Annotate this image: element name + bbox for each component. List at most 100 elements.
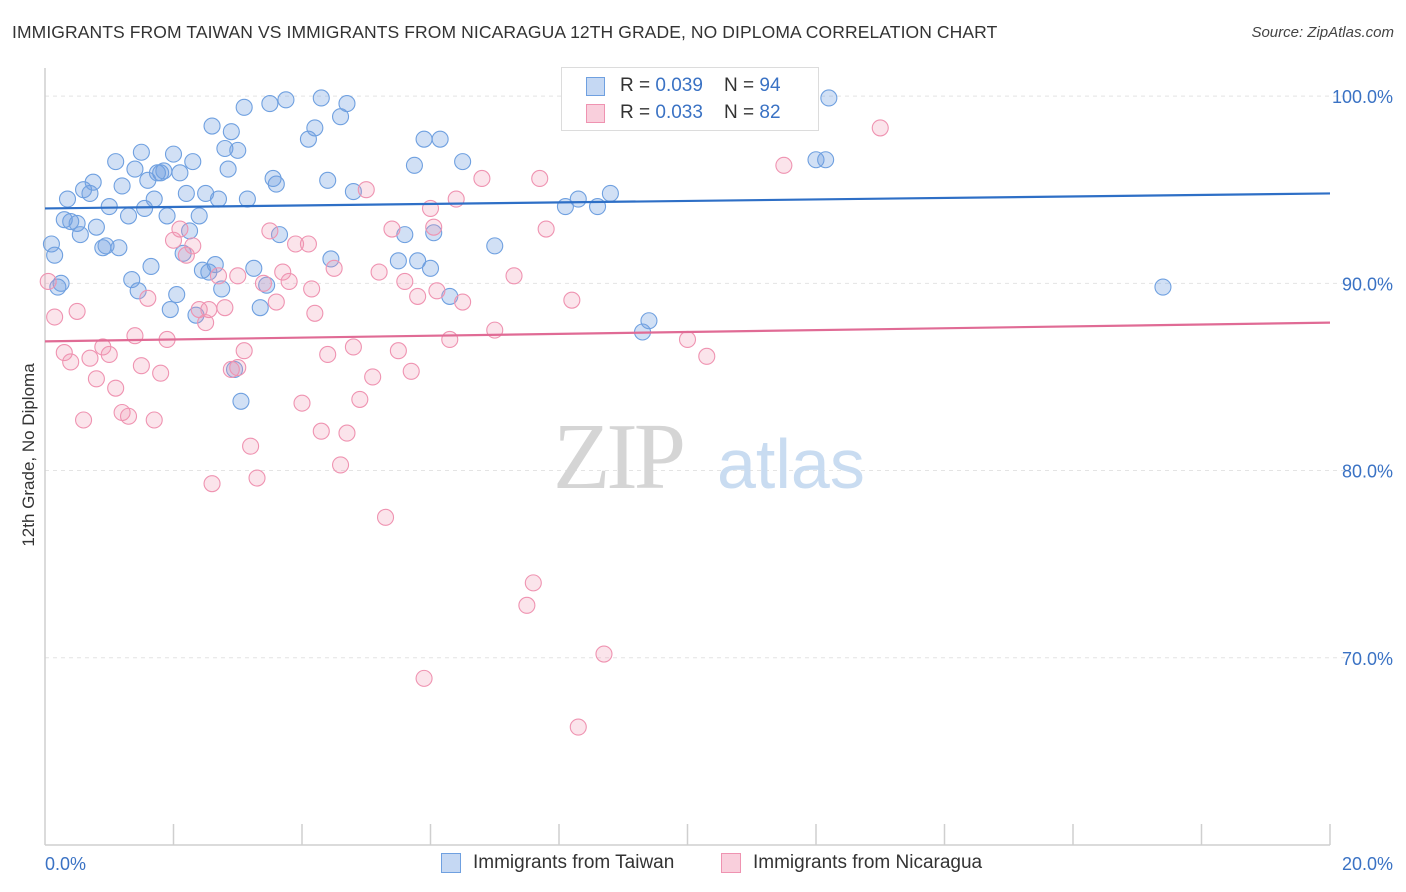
data-point-taiwan <box>177 184 195 202</box>
data-point-taiwan <box>87 218 105 236</box>
data-point-nicaragua <box>287 235 305 253</box>
data-point-taiwan <box>209 190 228 208</box>
x-tick-label: 0.0% <box>45 854 86 874</box>
y-tick-label: 90.0% <box>1342 274 1393 294</box>
x-tick-label: 20.0% <box>1342 854 1393 874</box>
data-point-taiwan <box>454 153 472 171</box>
data-point-taiwan <box>277 91 295 109</box>
data-point-nicaragua <box>216 299 234 317</box>
data-point-taiwan <box>232 392 250 410</box>
data-point-taiwan <box>132 143 150 161</box>
data-point-taiwan <box>1154 278 1172 296</box>
data-point-nicaragua <box>75 411 93 429</box>
data-point-nicaragua <box>248 469 266 487</box>
data-point-nicaragua <box>87 370 105 388</box>
data-point-nicaragua <box>473 169 491 188</box>
data-point-nicaragua <box>254 274 273 292</box>
data-point-taiwan <box>270 226 289 244</box>
data-point-nicaragua <box>293 394 311 412</box>
data-point-taiwan <box>267 175 285 193</box>
data-point-nicaragua <box>267 293 285 311</box>
data-point-taiwan <box>389 252 407 270</box>
data-point-taiwan <box>338 95 356 113</box>
data-point-taiwan <box>206 256 224 274</box>
y-axis-label: 12th Grade, No Diploma <box>19 363 38 547</box>
axes <box>44 68 1331 846</box>
y-tick-label: 70.0% <box>1342 649 1393 669</box>
data-point-nicaragua <box>229 359 247 377</box>
data-point-taiwan <box>203 117 221 135</box>
trend-lines <box>44 192 1331 343</box>
data-point-nicaragua <box>100 345 118 364</box>
data-point-taiwan <box>71 226 89 244</box>
data-point-taiwan <box>261 95 279 113</box>
data-point-nicaragua <box>242 437 260 455</box>
data-point-taiwan <box>158 207 176 225</box>
data-point-nicaragua <box>357 181 375 199</box>
data-point-nicaragua <box>107 379 125 397</box>
y-tick-label: 80.0% <box>1342 462 1393 482</box>
data-point-nicaragua <box>402 362 420 380</box>
data-point-taiwan <box>171 164 189 182</box>
data-point-nicaragua <box>871 119 889 137</box>
data-point-taiwan <box>409 252 427 270</box>
data-point-nicaragua <box>531 169 549 188</box>
data-point-nicaragua <box>184 237 202 255</box>
data-point-nicaragua <box>203 475 221 493</box>
data-point-nicaragua <box>344 338 362 356</box>
data-point-taiwan <box>68 214 86 232</box>
data-point-taiwan <box>569 190 587 208</box>
bottom-legend-swatch-taiwan <box>441 853 461 873</box>
data-point-taiwan <box>421 259 440 277</box>
data-point-nicaragua <box>563 291 581 309</box>
series-nicaragua <box>39 119 889 736</box>
data-point-nicaragua <box>678 330 697 349</box>
data-point-nicaragua <box>505 267 523 285</box>
data-point-nicaragua <box>139 289 157 307</box>
data-point-nicaragua <box>454 293 472 311</box>
legend-r-value-taiwan: 0.039 <box>655 75 703 96</box>
data-point-nicaragua <box>62 353 80 371</box>
legend-swatch-taiwan <box>586 77 605 96</box>
data-point-taiwan <box>405 156 423 174</box>
data-point-taiwan <box>219 160 237 178</box>
data-point-taiwan <box>58 190 77 208</box>
bottom-legend-swatch-nicaragua <box>721 853 741 873</box>
data-point-taiwan <box>222 123 240 141</box>
data-point-nicaragua <box>306 304 324 322</box>
data-point-nicaragua <box>119 407 138 425</box>
legend-n-label: N = <box>724 75 760 96</box>
data-point-taiwan <box>245 259 263 277</box>
data-point-nicaragua <box>126 327 144 345</box>
gridlines <box>45 95 1350 659</box>
watermark: ZIP atlas <box>553 405 865 509</box>
data-point-taiwan <box>97 237 115 255</box>
data-point-taiwan <box>396 226 414 244</box>
data-point-nicaragua <box>177 246 195 264</box>
data-point-nicaragua <box>280 272 298 290</box>
data-point-taiwan <box>197 184 215 202</box>
data-point-taiwan <box>312 89 330 107</box>
data-point-nicaragua <box>222 360 240 378</box>
data-point-nicaragua <box>370 263 388 281</box>
data-point-taiwan <box>184 153 202 171</box>
data-point-nicaragua <box>209 267 228 285</box>
legend-swatch-nicaragua <box>586 104 605 123</box>
chart-title: IMMIGRANTS FROM TAIWAN VS IMMIGRANTS FRO… <box>12 22 998 42</box>
data-point-taiwan <box>319 171 337 189</box>
data-point-taiwan <box>213 280 231 298</box>
data-point-taiwan <box>216 139 234 158</box>
data-point-nicaragua <box>775 156 793 174</box>
data-point-taiwan <box>306 119 324 137</box>
data-point-nicaragua <box>55 344 73 362</box>
data-point-nicaragua <box>46 308 64 326</box>
data-point-nicaragua <box>200 300 218 319</box>
data-point-nicaragua <box>441 330 459 349</box>
data-point-nicaragua <box>303 280 321 298</box>
watermark-atlas: atlas <box>717 425 865 503</box>
data-point-taiwan <box>441 287 459 305</box>
data-point-nicaragua <box>299 235 317 253</box>
data-point-taiwan <box>168 285 186 304</box>
data-point-taiwan <box>107 153 125 171</box>
data-point-taiwan <box>55 211 73 229</box>
